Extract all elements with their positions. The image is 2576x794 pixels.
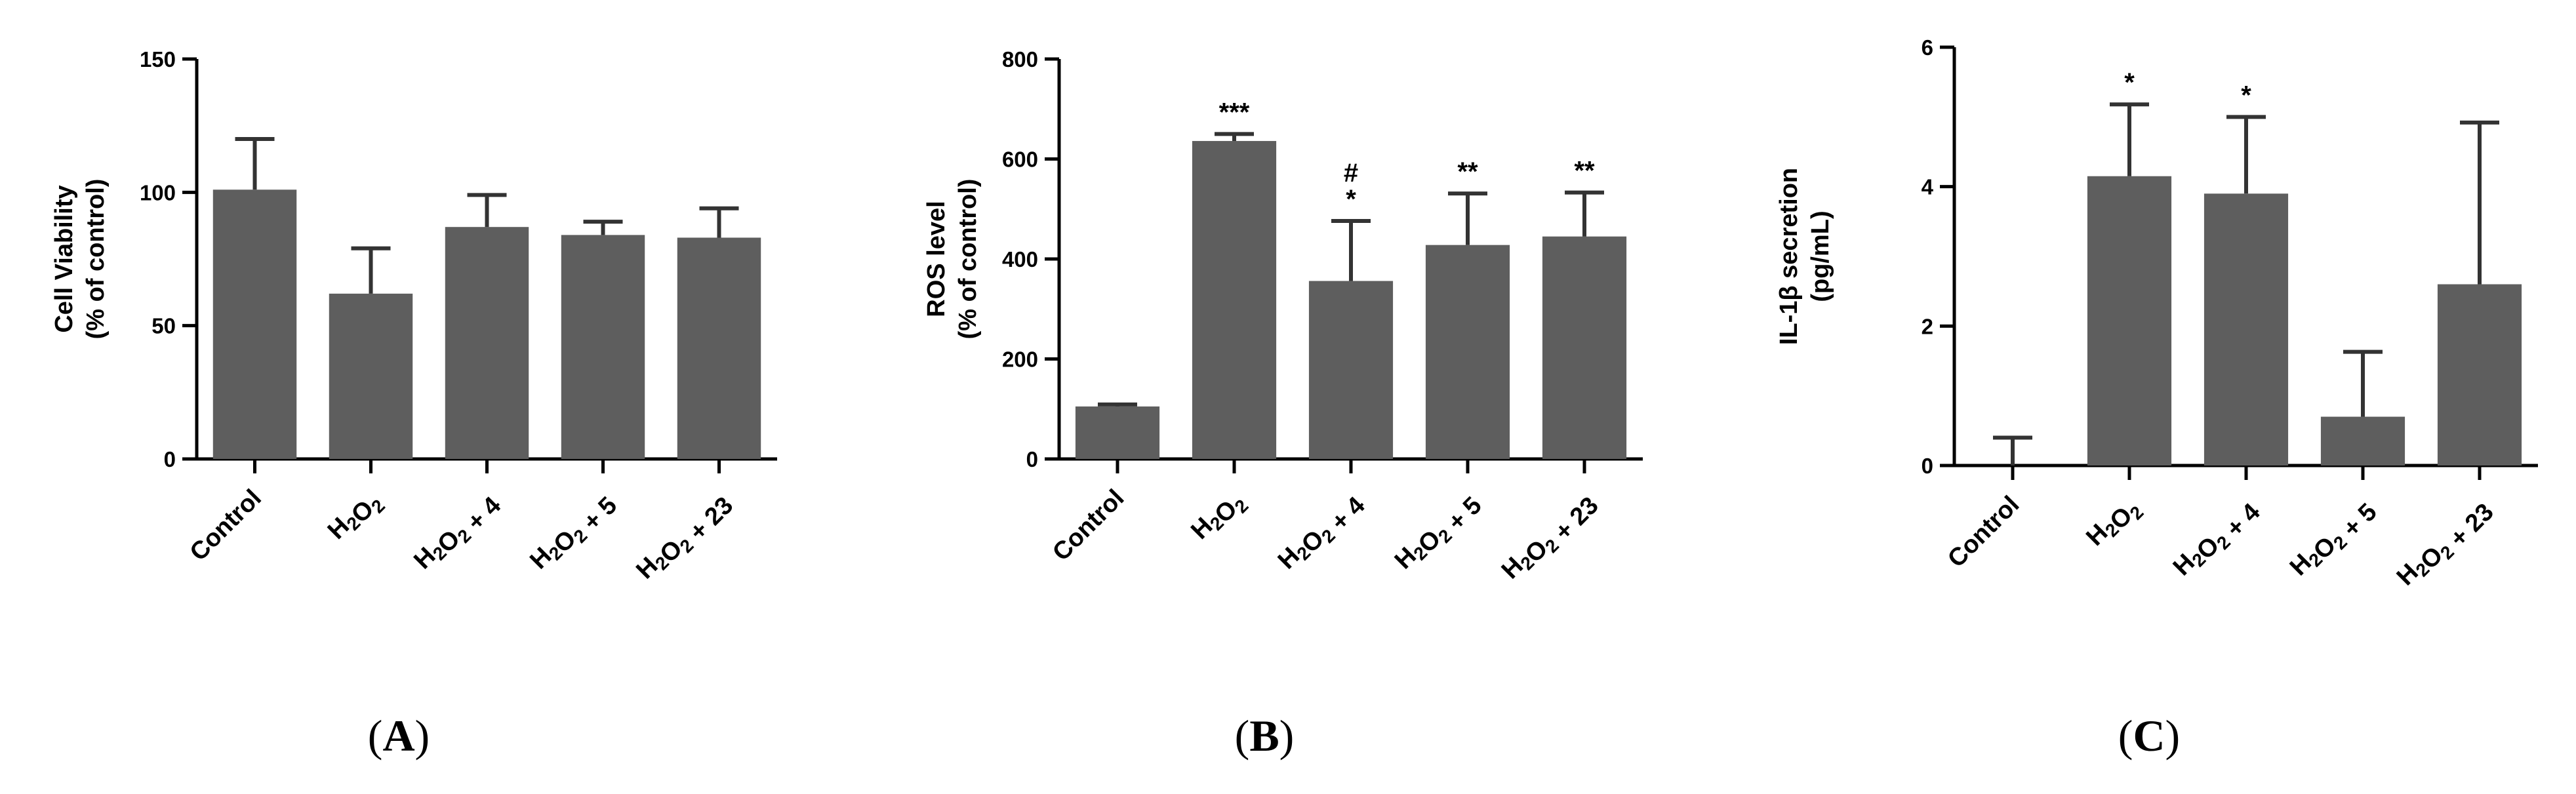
significance-label: *** (1219, 98, 1250, 127)
significance-label: * (2241, 81, 2251, 109)
y-tick-label: 800 (1002, 47, 1038, 71)
category-label: H2O2 (1186, 485, 1252, 551)
category-label: H2O2 (2081, 491, 2147, 557)
y-tick-label: 50 (151, 314, 176, 338)
y-axis-title: Cell Viability (50, 185, 78, 332)
category-label: Control (1047, 485, 1129, 566)
significance-label: * (2124, 68, 2135, 97)
category-label: H2O2 + 5 (525, 485, 622, 582)
category-label: H2O2 + 5 (1390, 485, 1487, 582)
bar (677, 237, 761, 459)
y-axis-title: ROS level (923, 201, 950, 317)
bar (1192, 141, 1277, 460)
y-tick-label: 2 (1922, 314, 1933, 338)
y-axis-title: (pg/mL) (1807, 210, 1834, 302)
y-tick-label: 0 (1922, 454, 1933, 478)
bar (2320, 416, 2405, 466)
bar (2087, 176, 2172, 466)
category-label: Control (1942, 491, 2024, 573)
y-tick-label: 0 (1026, 447, 1038, 471)
bar (329, 293, 413, 459)
significance-label: ** (1457, 157, 1478, 186)
y-tick-label: 0 (164, 447, 176, 471)
category-label: H2O2 + 23 (631, 485, 738, 592)
category-label: H2O2 + 23 (1497, 485, 1604, 592)
category-label: H2O2 + 5 (2285, 491, 2383, 589)
bar (2437, 284, 2522, 466)
panel-b: 0 200 400 600 800 ROS level (% of control) Cont… (923, 47, 1643, 761)
category-label: H2O2 + 4 (2168, 491, 2266, 589)
bar (1308, 281, 1394, 459)
y-tick-label: 4 (1922, 175, 1934, 199)
y-axis-title: IL-1β secretion (1775, 168, 1803, 345)
category-label: H2O2 + 23 (2392, 491, 2499, 599)
significance-label: ** (1574, 157, 1595, 186)
y-tick-label: 200 (1002, 347, 1038, 372)
panel-a: 0 50 100 150 Cell Viability (% of control) Con… (50, 47, 777, 761)
panel-label: (B) (1235, 711, 1295, 761)
bar (1542, 236, 1627, 459)
significance-label: # (1344, 159, 1358, 188)
bar (561, 235, 645, 459)
bar (212, 189, 297, 459)
y-axis-title: (% of control) (954, 179, 982, 340)
panel-label: (A) (368, 711, 430, 761)
bar (1425, 245, 1510, 459)
category-label: Control (185, 485, 267, 566)
bar (2204, 193, 2289, 466)
category-label: H2O2 (323, 485, 389, 551)
significance-label: * (1346, 185, 1356, 214)
category-label: H2O2 + 4 (1273, 485, 1371, 582)
category-label: H2O2 + 4 (409, 485, 506, 582)
y-tick-label: 400 (1002, 247, 1038, 271)
y-tick-label: 150 (140, 47, 176, 71)
bar (1075, 406, 1160, 459)
panel-c: 0 2 4 6 IL-1β secretion (pg/mL) Control H2O2 * H2… (1775, 35, 2538, 761)
y-tick-label: 6 (1922, 35, 1933, 60)
y-axis-title: (% of control) (82, 179, 110, 340)
y-tick-label: 100 (140, 180, 176, 205)
panel-label: (C) (2118, 711, 2180, 761)
bar (445, 227, 529, 459)
y-tick-label: 600 (1002, 148, 1038, 172)
